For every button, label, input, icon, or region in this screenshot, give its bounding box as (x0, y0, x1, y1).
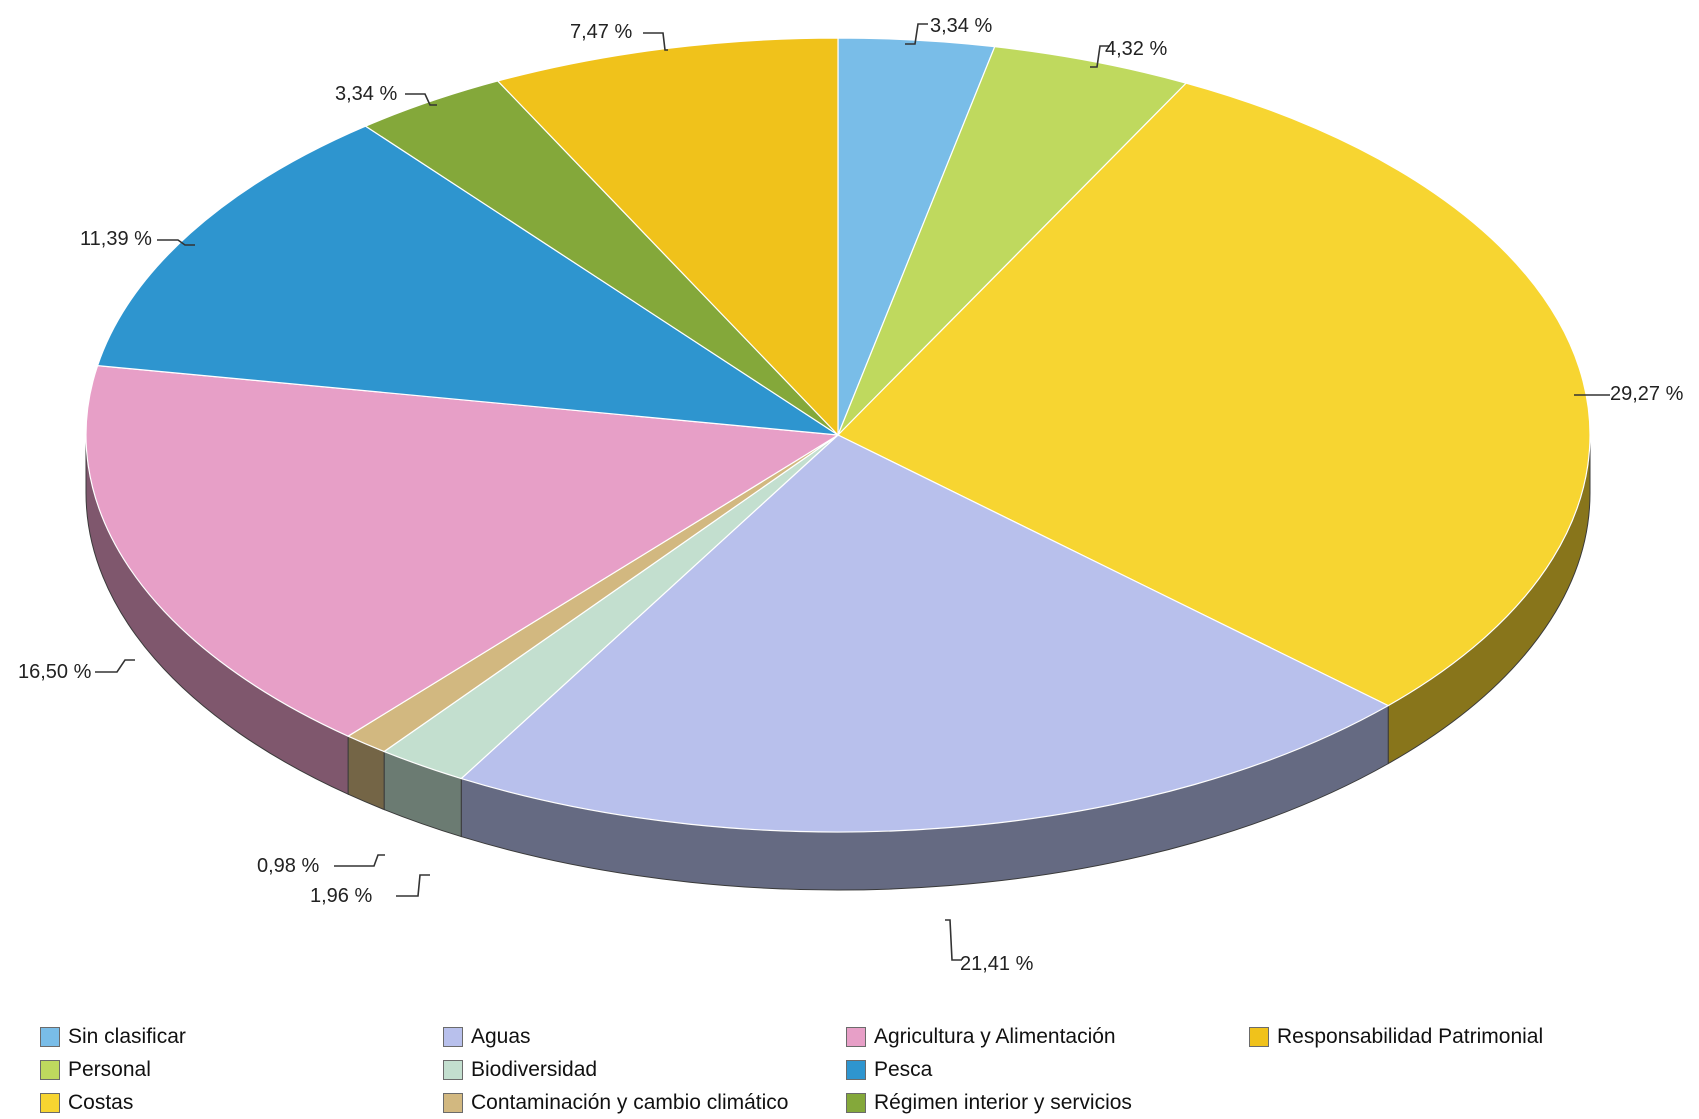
legend-label: Sin clasificar (68, 1024, 186, 1048)
legend-label: Costas (68, 1090, 134, 1114)
legend-item: Sin clasificar (40, 1020, 443, 1053)
legend-label: Agricultura y Alimentación (874, 1024, 1116, 1048)
leader-line (405, 93, 437, 106)
slice-label: 3,34 % (930, 15, 992, 37)
leader-line (334, 854, 385, 867)
legend-item: Agricultura y Alimentación (846, 1020, 1249, 1053)
legend-label: Biodiversidad (471, 1057, 598, 1081)
legend: Sin clasificar Personal Costas Aguas Biodive… (40, 1020, 1680, 1115)
slice-label: 1,96 % (310, 885, 372, 907)
slice-labels: 3,34 % 4,32 % 29,27 % 21,41 % 1,96 % 0,98 % 16… (18, 15, 1684, 975)
legend-label: Aguas (471, 1024, 531, 1048)
slice-responsabilidad-patrimonial (496, 37, 839, 437)
legend-item: Pesca (846, 1053, 1249, 1086)
legend-label: Contaminación y cambio climático (471, 1090, 789, 1114)
legend-swatch (846, 1059, 866, 1080)
legend-label: Pesca (874, 1057, 933, 1081)
slice-label: 4,32 % (1105, 38, 1167, 60)
slice-label: 3,34 % (335, 83, 397, 105)
legend-swatch (443, 1092, 463, 1113)
legend-item: Responsabilidad Patrimonial (1249, 1020, 1669, 1053)
slice-label: 29,27 % (1610, 383, 1684, 405)
legend-label: Responsabilidad Patrimonial (1277, 1024, 1544, 1048)
legend-label: Régimen interior y servicios (874, 1090, 1132, 1114)
legend-swatch (443, 1059, 463, 1080)
slice-label: 7,47 % (570, 21, 632, 43)
legend-label: Personal (68, 1057, 151, 1081)
leader-line (396, 874, 430, 897)
legend-item: Costas (40, 1086, 443, 1119)
leader-line (1090, 45, 1110, 68)
slice-costas (836, 82, 1591, 707)
leader-line (643, 32, 668, 51)
legend-swatch (40, 1059, 60, 1080)
slice-agricultura-y-alimentaci-n (85, 364, 840, 737)
legend-item: Personal (40, 1053, 443, 1086)
leader-line (905, 23, 928, 45)
legend-swatch (40, 1026, 60, 1047)
legend-swatch (846, 1092, 866, 1113)
legend-item: Régimen interior y servicios (846, 1086, 1249, 1119)
leader-line (95, 659, 135, 673)
leader-line (945, 919, 962, 961)
slice-label: 0,98 % (257, 855, 319, 877)
legend-swatch (40, 1092, 60, 1113)
legend-swatch (846, 1026, 866, 1047)
slice-pesca (96, 125, 839, 436)
slice-aguas (460, 434, 1390, 833)
legend-item: Biodiversidad (443, 1053, 846, 1086)
slice-label: 16,50 % (18, 661, 92, 683)
slice-personal (837, 46, 1188, 436)
pie-slices (85, 37, 1591, 833)
legend-swatch (443, 1026, 463, 1047)
slice-label: 11,39 % (80, 228, 152, 250)
legend-item: Contaminación y cambio climático (443, 1086, 846, 1119)
legend-swatch (1249, 1026, 1269, 1047)
legend-item: Aguas (443, 1020, 846, 1053)
slice-label: 21,41 % (960, 953, 1034, 975)
leader-line (157, 239, 195, 246)
